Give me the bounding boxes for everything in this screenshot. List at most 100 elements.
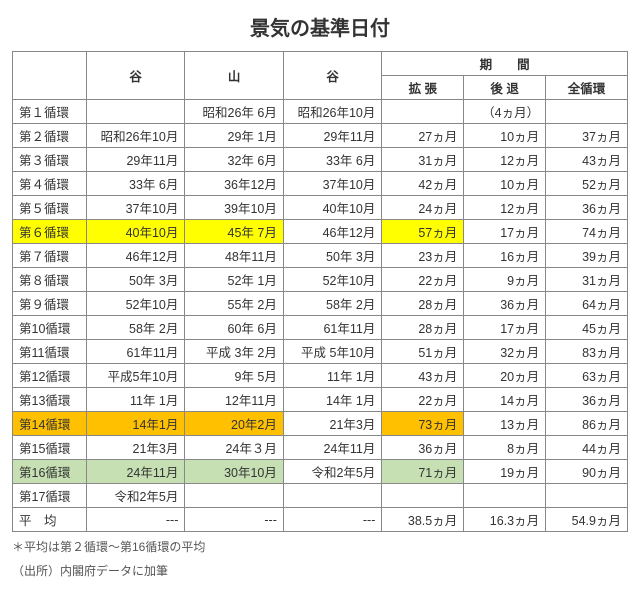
table-cell — [283, 484, 382, 508]
table-cell: 40年10月 — [283, 196, 382, 220]
table-cell: 昭和26年 6月 — [185, 100, 284, 124]
table-cell: 86ヵ月 — [546, 412, 628, 436]
table-cell: 29年11月 — [86, 148, 185, 172]
table-cell: 73ヵ月 — [382, 412, 464, 436]
table-row: 第８循環50年 3月52年 1月52年10月22ヵ月9ヵ月31ヵ月 — [13, 268, 628, 292]
table-cell: 16.3ヵ月 — [464, 508, 546, 532]
table-cell: 22ヵ月 — [382, 388, 464, 412]
table-cell: 8ヵ月 — [464, 436, 546, 460]
table-cell: 45ヵ月 — [546, 316, 628, 340]
table-cell: 36ヵ月 — [546, 196, 628, 220]
page-title: 景気の基準日付 — [12, 12, 628, 41]
table-cell: 第７循環 — [13, 244, 87, 268]
table-cell — [382, 100, 464, 124]
table-cell — [382, 484, 464, 508]
table-cell: 43ヵ月 — [382, 364, 464, 388]
table-cell: 第12循環 — [13, 364, 87, 388]
header-kakucho: 拡 張 — [382, 76, 464, 100]
table-cell: 20年2月 — [185, 412, 284, 436]
table-cell: 52年10月 — [86, 292, 185, 316]
table-cell: 43ヵ月 — [546, 148, 628, 172]
table-row: 第13循環11年 1月12年11月14年 1月22ヵ月14ヵ月36ヵ月 — [13, 388, 628, 412]
table-cell: --- — [283, 508, 382, 532]
table-row: 第14循環14年1月20年2月21年3月73ヵ月13ヵ月86ヵ月 — [13, 412, 628, 436]
table-cell: 10ヵ月 — [464, 172, 546, 196]
table-cell: 14年 1月 — [283, 388, 382, 412]
table-cell: 37年10月 — [283, 172, 382, 196]
table-cell: 90ヵ月 — [546, 460, 628, 484]
table-cell: 13ヵ月 — [464, 412, 546, 436]
business-cycle-table: 谷 山 谷 期 間 拡 張 後 退 全循環 第１循環昭和26年 6月昭和26年1… — [12, 51, 628, 532]
table-cell: 令和2年5月 — [86, 484, 185, 508]
table-cell: 令和2年5月 — [283, 460, 382, 484]
table-row: 第３循環29年11月32年 6月33年 6月31ヵ月12ヵ月43ヵ月 — [13, 148, 628, 172]
footnote-1: ＊平均は第２循環～第16循環の平均 — [12, 538, 628, 556]
table-cell: （4ヵ月） — [464, 100, 546, 124]
table-cell: 55年 2月 — [185, 292, 284, 316]
table-cell: 平成 3年 2月 — [185, 340, 284, 364]
table-cell: 平成5年10月 — [86, 364, 185, 388]
table-row: 第16循環24年11月30年10月令和2年5月71ヵ月19ヵ月90ヵ月 — [13, 460, 628, 484]
table-cell: 第９循環 — [13, 292, 87, 316]
table-row: 第５循環37年10月39年10月40年10月24ヵ月12ヵ月36ヵ月 — [13, 196, 628, 220]
table-cell: --- — [185, 508, 284, 532]
table-cell: 21年3月 — [283, 412, 382, 436]
table-cell: 23ヵ月 — [382, 244, 464, 268]
table-cell: 12ヵ月 — [464, 148, 546, 172]
table-row: 第１循環昭和26年 6月昭和26年10月（4ヵ月） — [13, 100, 628, 124]
table-cell: 21年3月 — [86, 436, 185, 460]
table-cell: 第６循環 — [13, 220, 87, 244]
table-cell: 33年 6月 — [283, 148, 382, 172]
table-cell: 19ヵ月 — [464, 460, 546, 484]
table-cell: 39ヵ月 — [546, 244, 628, 268]
header-tani1: 谷 — [86, 52, 185, 100]
header-yama: 山 — [185, 52, 284, 100]
table-cell: 24年11月 — [283, 436, 382, 460]
table-cell: 第５循環 — [13, 196, 87, 220]
table-cell: 29年11月 — [283, 124, 382, 148]
table-cell: 11年 1月 — [86, 388, 185, 412]
table-cell: 24ヵ月 — [382, 196, 464, 220]
table-cell: 12年11月 — [185, 388, 284, 412]
table-cell: 22ヵ月 — [382, 268, 464, 292]
table-row: 第10循環58年 2月60年 6月61年11月28ヵ月17ヵ月45ヵ月 — [13, 316, 628, 340]
table-cell: 36ヵ月 — [464, 292, 546, 316]
table-row: 第９循環52年10月55年 2月58年 2月28ヵ月36ヵ月64ヵ月 — [13, 292, 628, 316]
table-cell: 36ヵ月 — [546, 388, 628, 412]
table-cell: 60年 6月 — [185, 316, 284, 340]
table-cell: 第３循環 — [13, 148, 87, 172]
table-cell: 平成 5年10月 — [283, 340, 382, 364]
table-cell: 44ヵ月 — [546, 436, 628, 460]
table-row: 第12循環平成5年10月9年 5月11年 1月43ヵ月20ヵ月63ヵ月 — [13, 364, 628, 388]
table-cell: 9ヵ月 — [464, 268, 546, 292]
table-cell: 20ヵ月 — [464, 364, 546, 388]
table-cell: 33年 6月 — [86, 172, 185, 196]
table-cell — [464, 484, 546, 508]
table-row: 第17循環令和2年5月 — [13, 484, 628, 508]
table-cell: 29年 1月 — [185, 124, 284, 148]
table-cell: 83ヵ月 — [546, 340, 628, 364]
table-cell: 54.9ヵ月 — [546, 508, 628, 532]
table-body: 第１循環昭和26年 6月昭和26年10月（4ヵ月）第２循環昭和26年10月29年… — [13, 100, 628, 532]
table-cell: 第11循環 — [13, 340, 87, 364]
table-row: 第11循環61年11月平成 3年 2月平成 5年10月51ヵ月32ヵ月83ヵ月 — [13, 340, 628, 364]
table-cell: 第16循環 — [13, 460, 87, 484]
header-kikan: 期 間 — [382, 52, 628, 76]
table-cell: 31ヵ月 — [382, 148, 464, 172]
header-zenjunkan: 全循環 — [546, 76, 628, 100]
table-cell: 36ヵ月 — [382, 436, 464, 460]
table-cell: 11年 1月 — [283, 364, 382, 388]
table-cell: 37年10月 — [86, 196, 185, 220]
table-cell: 第17循環 — [13, 484, 87, 508]
table-cell: 第10循環 — [13, 316, 87, 340]
table-cell — [86, 100, 185, 124]
table-cell: 28ヵ月 — [382, 292, 464, 316]
table-row: 第６循環40年10月45年 7月46年12月57ヵ月17ヵ月74ヵ月 — [13, 220, 628, 244]
table-cell: 31ヵ月 — [546, 268, 628, 292]
table-cell: 28ヵ月 — [382, 316, 464, 340]
header-tani2: 谷 — [283, 52, 382, 100]
table-cell: 14ヵ月 — [464, 388, 546, 412]
header-blank — [13, 52, 87, 100]
table-cell: 39年10月 — [185, 196, 284, 220]
table-cell: 61年11月 — [283, 316, 382, 340]
